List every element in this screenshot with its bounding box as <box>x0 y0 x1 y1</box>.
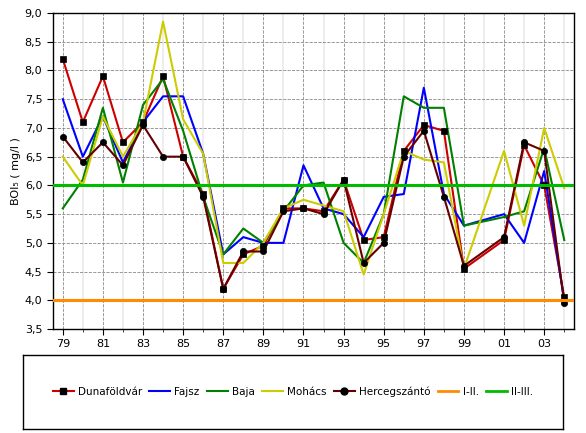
Legend: Dunaföldvár, Fajsz, Baja, Mohács, Hercegszántó, I-II., II-III.: Dunaföldvár, Fajsz, Baja, Mohács, Herceg… <box>49 382 537 401</box>
Y-axis label: BOI₅ ( mg/l ): BOI₅ ( mg/l ) <box>11 137 21 205</box>
